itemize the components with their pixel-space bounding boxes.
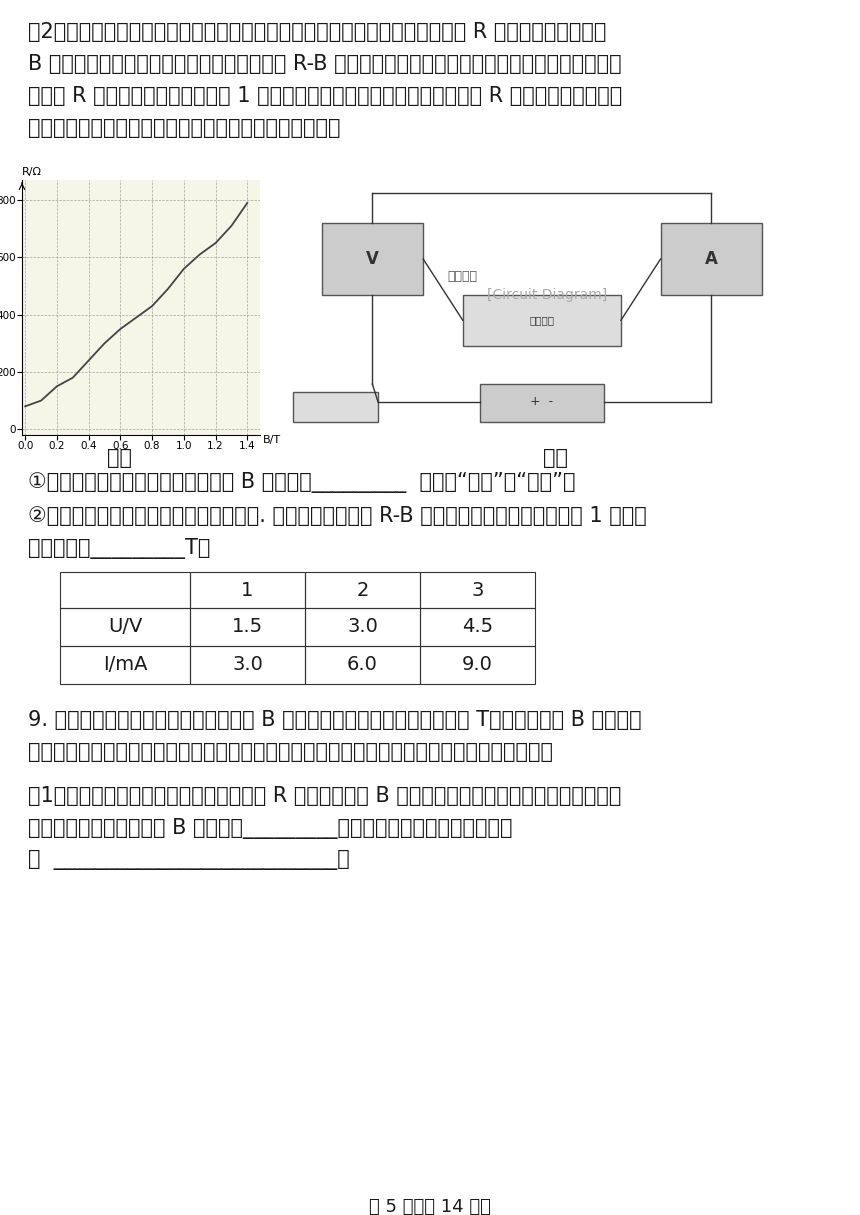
Text: 3.0: 3.0 [232,656,263,674]
Text: 图丙: 图丙 [108,448,132,468]
Bar [60,608,190,646]
Bar [293,391,378,423]
Text: V: V [366,250,378,269]
Bar [305,646,420,684]
Bar [420,608,535,646]
Text: 1.5: 1.5 [232,617,263,637]
Text: 9.0: 9.0 [462,656,493,674]
Bar [480,384,604,423]
Bar [463,295,621,346]
Bar [420,572,535,608]
Text: 感应强度为_________T。: 感应强度为_________T。 [28,538,211,559]
Text: 3: 3 [471,581,483,599]
Bar [420,646,535,684]
Text: R/Ω: R/Ω [22,168,42,177]
Text: （1）用某种材料制成的磁敏电阻，其阻値 R 随磁感应强度 B 变化的图像如图甲所示。由图像可知磁敏: （1）用某种材料制成的磁敏电阻，其阻値 R 随磁感应强度 B 变化的图像如图甲所… [28,786,622,806]
Text: +  -: + - [531,395,554,408]
Bar [60,646,190,684]
Text: U/V: U/V [108,617,142,637]
Bar [60,572,190,608]
Text: 2: 2 [356,581,369,599]
Text: 6.0: 6.0 [347,656,378,674]
Bar [305,572,420,608]
Text: 磁敏电阻: 磁敏电阻 [448,271,478,283]
Text: ①通过磁敏电阻的电流随磁感应强度 B 的增大而_________  。（填“增大”或“减小”）: ①通过磁敏电阻的电流随磁感应强度 B 的增大而_________ 。（填“增大”… [28,471,575,493]
Text: A: A [705,250,718,269]
Text: ②正确接线后，测得的数据如下表格所示. 根据该磁敏电阻的 R-B 特性曲线（图丙）可知，位置 1 处的磁: ②正确接线后，测得的数据如下表格所示. 根据该磁敏电阻的 R-B 特性曲线（图丙… [28,505,647,526]
Text: I/mA: I/mA [102,656,147,674]
Bar [322,224,423,295]
Text: 场越强。磁感线能形象、直观地描述磁场，磁感线越密，磁场越强。请据此知识回答下列问题：: 场越强。磁感线能形象、直观地描述磁场，磁感线越密，磁场越强。请据此知识回答下列问… [28,742,553,762]
Bar [190,572,305,608]
Text: 磁敏电阻: 磁敏电阻 [530,315,555,326]
Bar [305,608,420,646]
Text: 3.0: 3.0 [347,617,378,637]
Text: 1: 1 [242,581,254,599]
Text: 图丁所示的实验电路，其中磁敏电阻所处的磁场未画出。: 图丁所示的实验电路，其中磁敏电阻所处的磁场未画出。 [28,118,341,139]
Text: 4.5: 4.5 [462,617,493,637]
Text: 第 5 页（共 14 页）: 第 5 页（共 14 页） [369,1198,491,1215]
Text: （2）电阻的大小随磁场的强弱变化而变化，这种电阻叫磁敏电阻。某磁敏电阻 R 的阻値随磁感应强度: （2）电阻的大小随磁场的强弱变化而变化，这种电阻叫磁敏电阻。某磁敏电阻 R 的阻… [28,22,606,43]
Text: [Circuit Diagram]: [Circuit Diagram] [488,288,608,301]
Text: 图丁: 图丁 [543,448,568,468]
Text: 9. 磁感应强度表示磁场的强弱，用字母 B 表示，国际单位是特斯拉，符号是 T。磁感应强度 B 越大，磁: 9. 磁感应强度表示磁场的强弱，用字母 B 表示，国际单位是特斯拉，符号是 T。… [28,710,642,730]
Text: B 变化的图象如图丙所示。利用该磁敏电阻的 R-B 特性曲线可以测量磁场中各处的磁感应强度。将该磁: B 变化的图象如图丙所示。利用该磁敏电阻的 R-B 特性曲线可以测量磁场中各处的… [28,53,622,74]
Bar [190,608,305,646]
Text: 为  ___________________________。: 为 ___________________________。 [28,850,350,870]
Text: B/T: B/T [263,435,281,445]
Text: 敏电阻 R 放置在图甲磁场中的位置 1 处。小吴设计了一个可以测量该磁敏电阻 R 的电路，并连接成如: 敏电阻 R 放置在图甲磁场中的位置 1 处。小吴设计了一个可以测量该磁敏电阻 R… [28,86,623,106]
Bar [660,224,762,295]
Bar [190,646,305,684]
Text: 电阻的阻値随磁感应强度 B 的增大而_________。图中的图像没过坐标原点是因: 电阻的阻値随磁感应强度 B 的增大而_________。图中的图像没过坐标原点是… [28,818,513,840]
